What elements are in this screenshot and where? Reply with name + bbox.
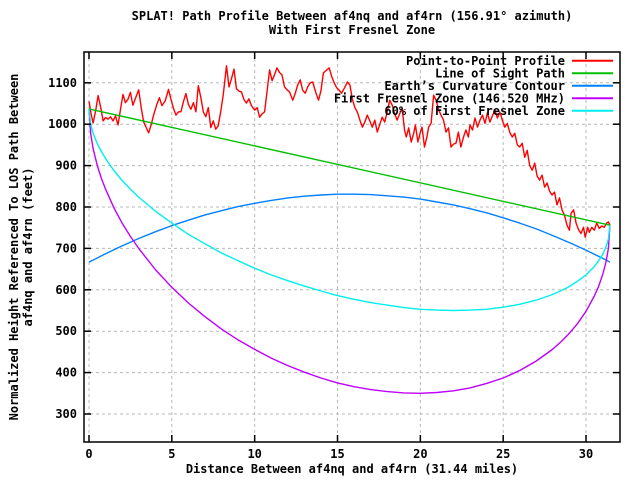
tick-labels: 0 5 10 15 20 25 30 300 400 500 600 700 800 900 1000 110… bbox=[48, 76, 593, 461]
series-line-of-sight-path bbox=[88, 108, 611, 226]
series-60-of-first-fresnel-zone bbox=[88, 108, 611, 312]
y-tick-label-900: 900 bbox=[55, 159, 77, 173]
y-tick-label-600: 600 bbox=[55, 283, 77, 297]
legend-label: Point-to-Point Profile bbox=[406, 54, 565, 68]
series-earth-s-curvature-contour bbox=[88, 193, 611, 263]
legend-row: Point-to-Point Profile bbox=[406, 54, 613, 68]
x-tick-label-30: 30 bbox=[579, 447, 593, 461]
x-tick-label-10: 10 bbox=[247, 447, 261, 461]
legend-label: First Fresnel Zone (146.520 MHz) bbox=[334, 92, 565, 106]
y-tick-label-400: 400 bbox=[55, 366, 77, 380]
legend-row: 60% of First Fresnel Zone bbox=[384, 104, 613, 118]
legend-row: Earth’s Curvature Contour bbox=[384, 79, 613, 93]
series-first-fresnel-zone-146-520-mhz bbox=[88, 108, 611, 394]
series-layer bbox=[88, 65, 611, 394]
chart-title-line2: With First Fresnel Zone bbox=[269, 23, 435, 37]
legend-label: Earth’s Curvature Contour bbox=[384, 79, 565, 93]
legend-row: First Fresnel Zone (146.520 MHz) bbox=[334, 92, 613, 106]
series-point-to-point-profile bbox=[88, 65, 611, 238]
legend-row: Line of Sight Path bbox=[435, 67, 613, 81]
x-tick-label-25: 25 bbox=[496, 447, 510, 461]
y-tick-label-500: 500 bbox=[55, 324, 77, 338]
legend-label: 60% of First Fresnel Zone bbox=[384, 104, 565, 118]
y-axis-label-line2: af4nq and af4rn (feet) bbox=[21, 168, 35, 327]
y-tick-label-1000: 1000 bbox=[48, 117, 77, 131]
x-axis-label: Distance Between af4nq and af4rn (31.44 … bbox=[186, 462, 518, 476]
y-tick-label-1100: 1100 bbox=[48, 76, 77, 90]
x-tick-label-15: 15 bbox=[330, 447, 344, 461]
x-tick-label-0: 0 bbox=[85, 447, 92, 461]
x-tick-label-20: 20 bbox=[413, 447, 427, 461]
legend-label: Line of Sight Path bbox=[435, 67, 565, 81]
y-tick-label-800: 800 bbox=[55, 200, 77, 214]
y-axis-label-line1: Normalized Height Referenced To LOS Path… bbox=[7, 74, 21, 421]
plot-border bbox=[83, 51, 621, 443]
x-tick-label-5: 5 bbox=[168, 447, 175, 461]
plot-border-and-ticks bbox=[83, 51, 621, 443]
y-tick-label-700: 700 bbox=[55, 241, 77, 255]
y-tick-label-300: 300 bbox=[55, 407, 77, 421]
chart-title-line1: SPLAT! Path Profile Between af4nq and af… bbox=[132, 9, 573, 23]
